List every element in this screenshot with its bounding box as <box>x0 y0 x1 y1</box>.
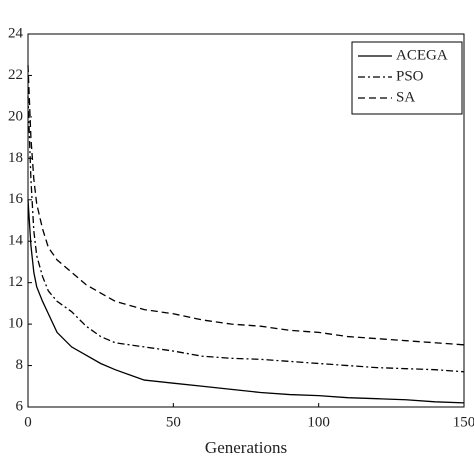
plot-frame <box>27 33 465 408</box>
legend-box <box>351 41 463 115</box>
legend-label: ACEGA <box>396 47 448 63</box>
y-tick-label: 24 <box>8 25 24 41</box>
x-tick-label: 0 <box>24 414 32 430</box>
x-tick-label: 100 <box>307 414 330 430</box>
legend-label: SA <box>396 89 415 105</box>
y-tick-label: 18 <box>8 150 23 166</box>
legend-label: PSO <box>396 68 424 84</box>
y-tick-label: 20 <box>8 108 23 124</box>
y-tick-label: 16 <box>8 191 24 207</box>
x-tick-label: 50 <box>166 414 181 430</box>
y-tick-label: 8 <box>16 357 24 373</box>
y-tick-label: 14 <box>8 233 24 249</box>
series-line <box>27 96 465 373</box>
y-tick-label: 10 <box>8 316 23 332</box>
series-line <box>27 199 465 404</box>
y-tick-label: 12 <box>8 274 23 290</box>
y-tick-label: 6 <box>16 398 24 414</box>
y-tick-label: 22 <box>8 67 23 83</box>
x-axis-label: Generations <box>205 438 287 457</box>
series-line <box>27 65 465 346</box>
x-tick-label: 150 <box>453 414 474 430</box>
